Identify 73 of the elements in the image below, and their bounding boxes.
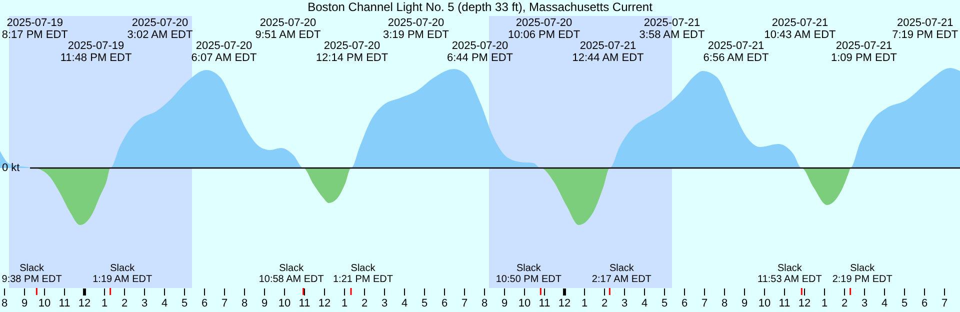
x-tick-label: 12 [558,298,571,310]
x-tick-label: 1 [101,298,108,310]
x-tick-label: 3 [381,298,388,310]
x-tick-label: 8 [1,298,8,310]
ref-line-label: Slack 1:21 PM EDT [332,263,394,285]
text: 2025-07-20 6:44 PM EDT [446,40,514,64]
text: 2025-07-20 3:02 AM EDT [127,17,193,41]
x-tick-label: 9 [501,298,508,310]
text: 2025-07-19 11:48 PM EDT [60,40,132,64]
x-tick-label: 7 [461,298,468,310]
text: 2025-07-21 12:44 AM EDT [572,40,644,64]
x-tick-label: 10 [278,298,291,310]
x-tick-label: 12 [318,298,331,310]
x-tick-label: 9 [21,298,28,310]
text: 2025-07-20 6:07 AM EDT [191,40,257,64]
x-tick-label: 6 [441,298,448,310]
text: 2025-07-21 10:43 AM EDT [764,17,836,41]
text: 2025-07-21 1:09 PM EDT [830,40,898,64]
text: 2025-07-19 8:17 PM EDT [2,17,68,41]
x-tick-label: 7 [941,298,948,310]
x-tick-label: 5 [901,298,908,310]
ref-line-label: 0 kt [2,162,20,174]
x-tick-label: 5 [181,298,188,310]
x-tick-label: 8 [241,298,248,310]
text: 2025-07-20 12:14 PM EDT [316,40,388,64]
x-tick-label: 3 [861,298,868,310]
x-tick-label: 11 [538,298,550,310]
x-tick-label: 8 [721,298,728,310]
text: 2025-07-21 6:56 AM EDT [703,40,769,64]
text: 2025-07-21 3:58 AM EDT [639,17,705,41]
x-tick-label: 9 [261,298,268,310]
x-tick-label: 6 [201,298,208,310]
ref-line-label: Slack 2:19 PM EDT [832,263,892,285]
x-tick-label: 10 [518,298,531,310]
x-tick-label: 2 [601,298,608,310]
x-tick-label: 4 [881,298,888,310]
text: 2025-07-20 10:06 PM EDT [508,17,580,41]
x-tick-label: 11 [58,298,70,310]
x-tick-label: 2 [121,298,128,310]
ref-line-label: Slack 2:17 AM EDT [592,263,652,285]
ref-line-label: Slack 10:50 PM EDT [496,263,562,285]
x-tick-label: 7 [221,298,228,310]
x-tick-label: 8 [481,298,488,310]
x-tick-label: 7 [701,298,708,310]
x-tick-label: 1 [821,298,828,310]
x-tick-label: 4 [401,298,408,310]
x-tick-label: 4 [641,298,648,310]
x-tick-label: 4 [161,298,168,310]
x-tick-label: 5 [661,298,668,310]
ref-line-label: Slack 1:19 AM EDT [92,263,152,285]
x-tick-label: 6 [921,298,928,310]
text: 2025-07-21 7:19 PM EDT [892,17,958,41]
text: 2025-07-20 9:51 AM EDT [255,17,321,41]
x-tick-label: 12 [78,298,91,310]
x-tick-label: 3 [621,298,628,310]
x-tick-label: 2 [361,298,368,310]
ref-line-label: Slack 9:38 PM EDT [2,263,62,285]
x-tick-label: 10 [758,298,771,310]
x-tick-label: 11 [298,298,310,310]
chart-title: Boston Channel Light No. 5 (depth 33 ft), Massachusetts Current [308,0,654,14]
x-tick-label: 12 [798,298,811,310]
x-tick-label: 5 [421,298,428,310]
x-tick-label: 1 [341,298,348,310]
x-tick-label: 11 [778,298,790,310]
x-tick-label: 6 [681,298,688,310]
text: 2025-07-20 3:19 PM EDT [382,17,450,41]
ref-line-label: Slack 11:53 AM EDT [758,263,822,285]
x-tick-label: 3 [141,298,148,310]
x-tick-label: 1 [581,298,588,310]
x-tick-label: 2 [841,298,848,310]
x-tick-label: 9 [741,298,748,310]
ref-line-label: Slack 10:58 AM EDT [258,263,324,285]
x-tick-label: 10 [38,298,51,310]
